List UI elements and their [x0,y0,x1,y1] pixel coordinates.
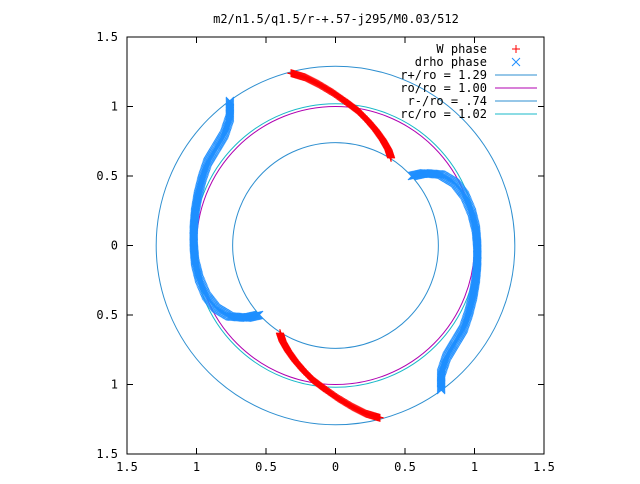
y-tick-label: 1 [111,378,118,392]
y-tick-label: 1 [111,100,118,114]
legend-label: W phase [436,42,487,56]
y-tick-label: 0.5 [96,308,118,322]
radius-circle [155,65,516,426]
legend-swatch [512,45,520,53]
data-point [387,153,396,162]
data-point [464,309,473,318]
data-point [198,173,207,182]
data-point [468,211,477,221]
series-w-phase [275,69,396,422]
data-point [275,329,284,338]
legend-label: r-/ro = .74 [408,94,487,108]
y-tick-label: 0 [111,239,118,253]
x-tick-label: 1 [193,460,200,474]
data-point [407,171,417,181]
marker-layer [189,69,482,422]
data-point [254,310,264,320]
x-tick-label: 1.5 [116,460,138,474]
legend-label: drho phase [415,55,487,69]
x-tick-label: 0.5 [255,460,277,474]
legend-swatch [511,57,521,67]
x-tick-label: 1.5 [533,460,555,474]
radius-circle [193,103,478,388]
x-tick-label: 0 [332,460,339,474]
series-drho-phase [189,96,482,395]
y-tick-label: 1.5 [96,447,118,461]
x-tick-label: 1 [471,460,478,474]
y-tick-label: 0.5 [96,169,118,183]
y-tick-label: 1.5 [96,30,118,44]
data-point [194,270,203,280]
chart-title: m2/n1.5/q1.5/r-+.57-j295/M0.03/512 [213,12,459,26]
tick-layer: 1.5 1 0.5 0 0.5 1 1.51.510.500.511.5 [96,30,555,474]
legend-label: r+/ro = 1.29 [400,68,487,82]
radius-circle [196,106,475,385]
x-tick-label: 0.5 [394,460,416,474]
legend-label: ro/ro = 1.00 [400,81,487,95]
legend-label: rc/ro = 1.02 [400,107,487,121]
radius-circle [232,142,439,349]
